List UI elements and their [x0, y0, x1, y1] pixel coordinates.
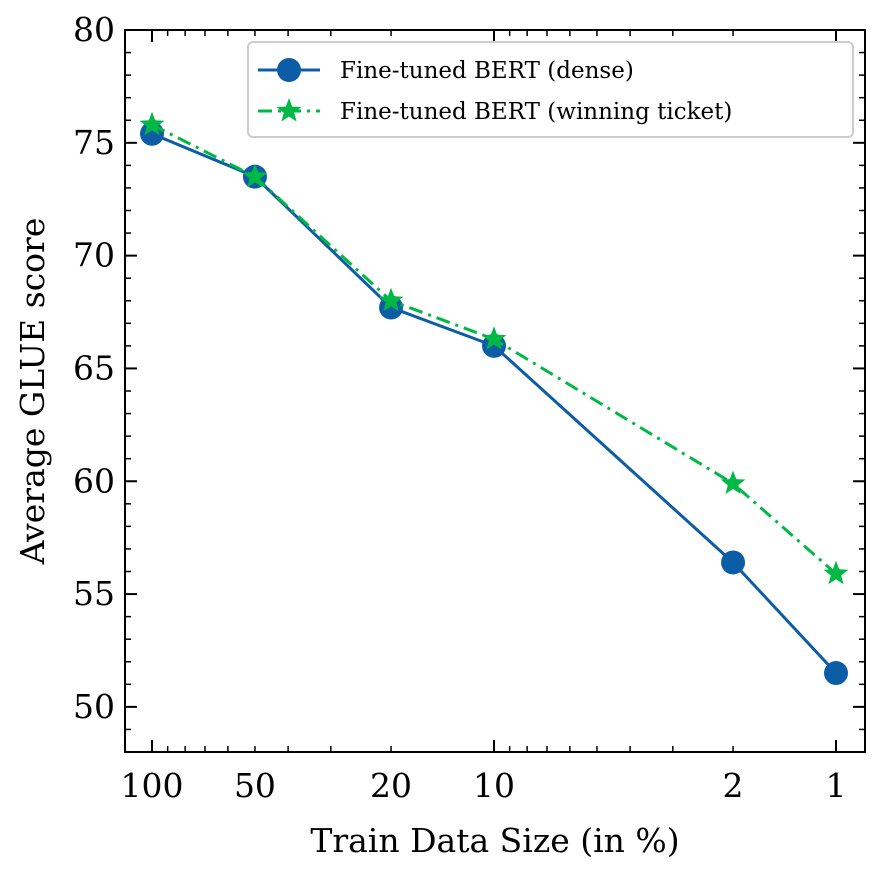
y-axis-ticks: 50 55 60 65 70 75 80	[73, 10, 865, 726]
y-axis-label: Average GLUE score	[13, 218, 52, 566]
x-tick-label: 2	[723, 766, 744, 805]
y-tick-label: 65	[73, 348, 115, 387]
minor-ticks	[125, 30, 865, 753]
x-axis-ticks: 100 50 20 10 2 1	[121, 30, 847, 805]
x-tick-label: 100	[121, 766, 184, 805]
x-axis-label: Train Data Size (in %)	[310, 821, 679, 860]
series-layer	[139, 111, 849, 686]
data-point-winning-ticket	[823, 560, 849, 585]
y-tick-label: 50	[73, 687, 115, 726]
data-point-dense	[721, 550, 746, 575]
legend: Fine-tuned BERT (dense) Fine-tuned BERT …	[247, 41, 854, 138]
data-point-winning-ticket	[378, 287, 404, 312]
legend-marker-dense	[277, 58, 301, 82]
data-point-winning-ticket	[720, 470, 746, 494]
y-tick-label: 75	[73, 123, 115, 162]
legend-label-winning-ticket: Fine-tuned BERT (winning ticket)	[340, 99, 732, 125]
x-tick-label: 50	[234, 766, 276, 805]
data-point-winning-ticket	[139, 111, 165, 136]
legend-label-dense: Fine-tuned BERT (dense)	[340, 58, 634, 84]
y-tick-label: 55	[73, 574, 115, 613]
x-tick-label: 1	[826, 766, 847, 805]
x-tick-label: 10	[473, 766, 515, 805]
x-tick-label: 20	[370, 766, 412, 805]
data-point-winning-ticket	[242, 163, 268, 188]
y-tick-label: 70	[73, 236, 115, 275]
legend-frame	[247, 41, 854, 138]
series-line-1	[151, 123, 837, 575]
legend-marker-winning-ticket	[276, 98, 302, 122]
plot-area-frame	[124, 29, 866, 753]
y-tick-label: 60	[73, 461, 115, 500]
y-tick-label: 80	[73, 10, 115, 49]
series-line-0	[151, 132, 838, 675]
data-point-winning-ticket	[481, 326, 507, 350]
data-point-dense	[824, 661, 848, 686]
